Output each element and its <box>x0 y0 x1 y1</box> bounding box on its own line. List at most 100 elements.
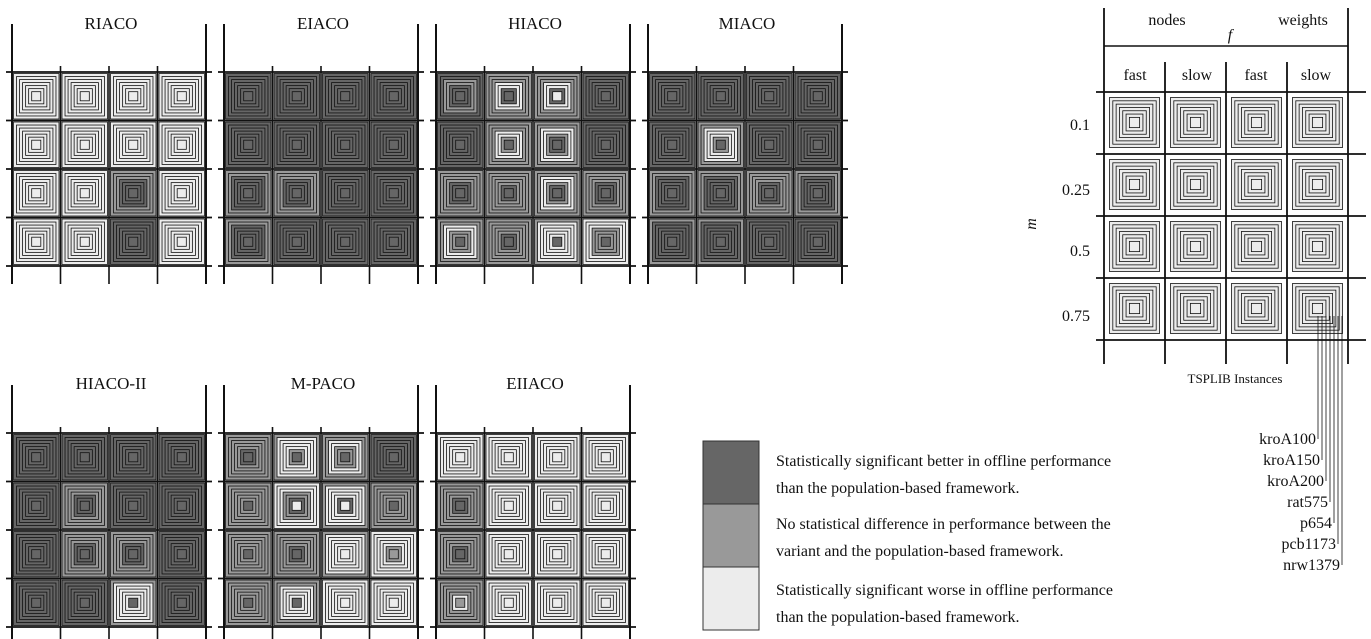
key-diagram: nodes weights f fast slow fast slow 0.1 … <box>1023 8 1366 574</box>
key-cell-r4-c3 <box>1231 283 1282 334</box>
variant-panels: RIACO EIACO HIACO MIACO HIACO-II M-PACO EIIACO <box>6 14 848 639</box>
key-col-label-3: fast <box>1244 67 1268 84</box>
ring-7 <box>552 549 563 560</box>
key-cell-r2-c2 <box>1170 159 1221 210</box>
ring-7 <box>715 188 726 199</box>
ring-7 <box>600 91 611 102</box>
cell-r4-c3 <box>534 579 581 626</box>
cell-r2-c2 <box>273 482 320 529</box>
ring-7 <box>667 188 678 199</box>
cell-r1-c3 <box>534 73 581 120</box>
cell-r3-c3 <box>534 170 581 217</box>
panel-title: MIACO <box>719 14 776 33</box>
ring-7 <box>243 549 254 560</box>
panel-title: EIIACO <box>506 374 564 393</box>
key-row-label-3: 0.5 <box>1070 243 1090 260</box>
legend-better-line-1: Statistically significant better in offl… <box>776 453 1111 470</box>
ring-7 <box>128 188 139 199</box>
ring-7 <box>455 452 466 463</box>
cell-r3-c3 <box>746 170 793 217</box>
ring-7 <box>388 91 399 102</box>
cell-r4-c3 <box>534 218 581 265</box>
cell-r4-c2 <box>61 579 108 626</box>
cell-r3-c2 <box>61 531 108 578</box>
cell-r2-c1 <box>225 121 272 168</box>
ring-7 <box>667 91 678 102</box>
cell-r4-c3 <box>746 218 793 265</box>
ring-7 <box>128 139 139 150</box>
ring-7 <box>31 597 42 608</box>
ring-7 <box>176 500 187 511</box>
ring-7 <box>1250 178 1263 191</box>
cell-r3-c4 <box>370 170 417 217</box>
cell-r3-c1 <box>13 170 60 217</box>
ring-7 <box>1189 116 1202 129</box>
ring-7 <box>243 236 254 247</box>
legend-better-line-2: than the population-based framework. <box>776 480 1019 497</box>
cell-r3-c2 <box>485 531 532 578</box>
legend-swatch-better <box>702 440 760 505</box>
cell-r1-c1 <box>13 434 60 481</box>
key-col-label-2: slow <box>1182 67 1213 84</box>
ring-7 <box>552 236 563 247</box>
panel-title: RIACO <box>85 14 138 33</box>
ring-7 <box>388 597 399 608</box>
ring-7 <box>79 452 90 463</box>
cell-r2-c4 <box>158 482 205 529</box>
ring-7 <box>291 91 302 102</box>
panel-eiaco: EIACO <box>218 14 424 284</box>
cell-r4-c4 <box>794 218 841 265</box>
cell-r1-c3 <box>322 434 369 481</box>
cell-r4-c1 <box>437 579 484 626</box>
cell-r3-c2 <box>697 170 744 217</box>
cell-r1-c4 <box>582 73 629 120</box>
ring-7 <box>715 139 726 150</box>
f-group-weights: weights <box>1278 12 1328 29</box>
ring-7 <box>1189 240 1202 253</box>
ring-7 <box>243 139 254 150</box>
legend-swatch-worse <box>702 566 760 631</box>
key-cell-r1-c2 <box>1170 97 1221 148</box>
ring-7 <box>388 139 399 150</box>
ring-7 <box>1128 178 1141 191</box>
ring-7 <box>291 500 302 511</box>
cell-r2-c3 <box>322 482 369 529</box>
cell-r1-c1 <box>225 73 272 120</box>
cell-r2-c2 <box>273 121 320 168</box>
ring-7 <box>340 500 351 511</box>
ring-7 <box>667 139 678 150</box>
ring-7 <box>503 91 514 102</box>
cell-r2-c3 <box>534 121 581 168</box>
ring-7 <box>243 188 254 199</box>
key-row-label-4: 0.75 <box>1062 308 1090 325</box>
ring-7 <box>812 91 823 102</box>
cell-r1-c4 <box>158 73 205 120</box>
ring-7 <box>291 597 302 608</box>
ring-7 <box>455 549 466 560</box>
cell-r3-c3 <box>322 170 369 217</box>
cell-r4-c3 <box>110 579 157 626</box>
key-cell-r2-c1 <box>1109 159 1160 210</box>
cell-r4-c1 <box>649 218 696 265</box>
cell-r1-c1 <box>13 73 60 120</box>
ring-7 <box>600 188 611 199</box>
ring-7 <box>1189 178 1202 191</box>
cell-r4-c1 <box>13 218 60 265</box>
cell-r2-c1 <box>437 121 484 168</box>
instance-label-1: kroA100 <box>1259 431 1316 448</box>
ring-7 <box>340 236 351 247</box>
cell-r1-c2 <box>485 434 532 481</box>
cell-r1-c2 <box>273 73 320 120</box>
key-row-label-2: 0.25 <box>1062 182 1090 199</box>
key-row-label-1: 0.1 <box>1070 117 1090 134</box>
key-cell-r1-c1 <box>1109 97 1160 148</box>
ring-7 <box>340 549 351 560</box>
cell-r1-c3 <box>534 434 581 481</box>
key-grid <box>1096 8 1366 364</box>
ring-7 <box>176 549 187 560</box>
cell-r3-c3 <box>110 170 157 217</box>
ring-7 <box>455 597 466 608</box>
ring-7 <box>388 188 399 199</box>
ring-7 <box>176 597 187 608</box>
cell-r1-c4 <box>158 434 205 481</box>
